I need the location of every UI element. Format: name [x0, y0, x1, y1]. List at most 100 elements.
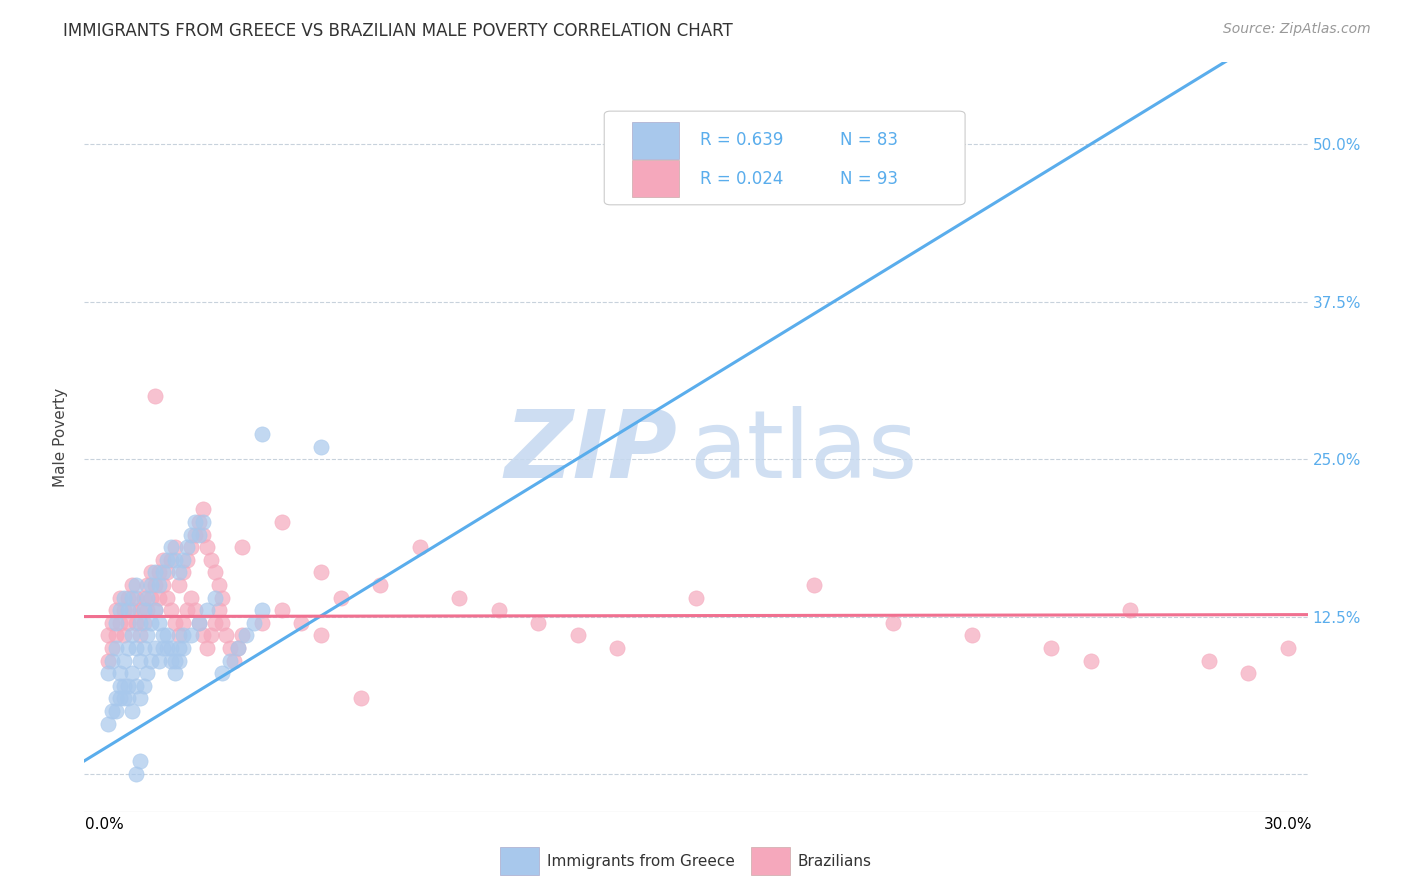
Point — [191, 502, 214, 516]
Point — [1277, 640, 1299, 655]
Point — [204, 615, 226, 630]
Point — [172, 615, 194, 630]
Point — [200, 628, 222, 642]
Point — [121, 704, 143, 718]
Point — [567, 628, 589, 642]
Point — [112, 679, 135, 693]
Point — [117, 615, 139, 630]
Point — [226, 640, 249, 655]
Point — [1040, 640, 1063, 655]
Point — [104, 615, 127, 630]
Point — [309, 628, 332, 642]
Point — [191, 628, 214, 642]
Point — [112, 591, 135, 605]
Point — [108, 679, 131, 693]
Point — [219, 640, 242, 655]
Point — [124, 591, 146, 605]
Point — [128, 603, 150, 617]
Text: ZIP: ZIP — [505, 406, 678, 498]
Point — [156, 553, 179, 567]
Point — [152, 640, 174, 655]
Point — [180, 591, 202, 605]
Point — [121, 591, 143, 605]
Point — [685, 591, 707, 605]
Point — [176, 603, 198, 617]
Point — [211, 591, 233, 605]
Point — [132, 640, 155, 655]
Point — [219, 654, 242, 668]
Point — [184, 603, 207, 617]
Point — [231, 541, 253, 555]
Point — [148, 578, 170, 592]
Point — [121, 603, 143, 617]
Point — [882, 615, 904, 630]
Point — [187, 515, 209, 529]
Text: Source: ZipAtlas.com: Source: ZipAtlas.com — [1223, 22, 1371, 37]
Point — [211, 615, 233, 630]
Point — [117, 691, 139, 706]
Point — [309, 566, 332, 580]
Point — [117, 603, 139, 617]
Point — [128, 615, 150, 630]
Point — [156, 591, 179, 605]
Point — [112, 654, 135, 668]
Text: atlas: atlas — [690, 406, 918, 498]
Point — [136, 591, 159, 605]
Point — [187, 615, 209, 630]
Point — [124, 640, 146, 655]
Point — [195, 640, 218, 655]
Point — [101, 654, 124, 668]
Point — [184, 515, 207, 529]
Point — [250, 426, 273, 441]
Point — [195, 541, 218, 555]
Point — [1198, 654, 1220, 668]
Point — [101, 640, 124, 655]
Point — [145, 603, 167, 617]
Point — [104, 628, 127, 642]
Text: R = 0.639: R = 0.639 — [700, 131, 783, 149]
Point — [180, 541, 202, 555]
Point — [191, 515, 214, 529]
Point — [195, 603, 218, 617]
Point — [136, 603, 159, 617]
Point — [104, 640, 127, 655]
Point — [165, 553, 187, 567]
Point — [132, 603, 155, 617]
Point — [207, 603, 229, 617]
Point — [152, 628, 174, 642]
Point — [960, 628, 983, 642]
Point — [160, 541, 183, 555]
Bar — [751, 847, 790, 875]
Point — [172, 640, 194, 655]
Point — [215, 628, 238, 642]
Point — [527, 615, 550, 630]
Point — [117, 679, 139, 693]
Point — [108, 691, 131, 706]
Point — [145, 603, 167, 617]
Point — [97, 716, 120, 731]
Point — [184, 527, 207, 541]
Point — [108, 603, 131, 617]
Point — [117, 591, 139, 605]
Point — [290, 615, 312, 630]
Point — [145, 640, 167, 655]
Point — [167, 578, 190, 592]
Point — [167, 628, 190, 642]
Point — [132, 591, 155, 605]
Point — [1080, 654, 1102, 668]
Point — [180, 628, 202, 642]
Text: Immigrants from Greece: Immigrants from Greece — [547, 854, 734, 869]
Point — [152, 553, 174, 567]
Point — [250, 603, 273, 617]
Bar — [501, 847, 540, 875]
Point — [160, 553, 183, 567]
Point — [132, 615, 155, 630]
Point — [1237, 666, 1260, 681]
Point — [160, 603, 183, 617]
Point — [128, 628, 150, 642]
Point — [141, 566, 163, 580]
Point — [224, 654, 246, 668]
Point — [121, 578, 143, 592]
Point — [104, 603, 127, 617]
Point — [141, 578, 163, 592]
